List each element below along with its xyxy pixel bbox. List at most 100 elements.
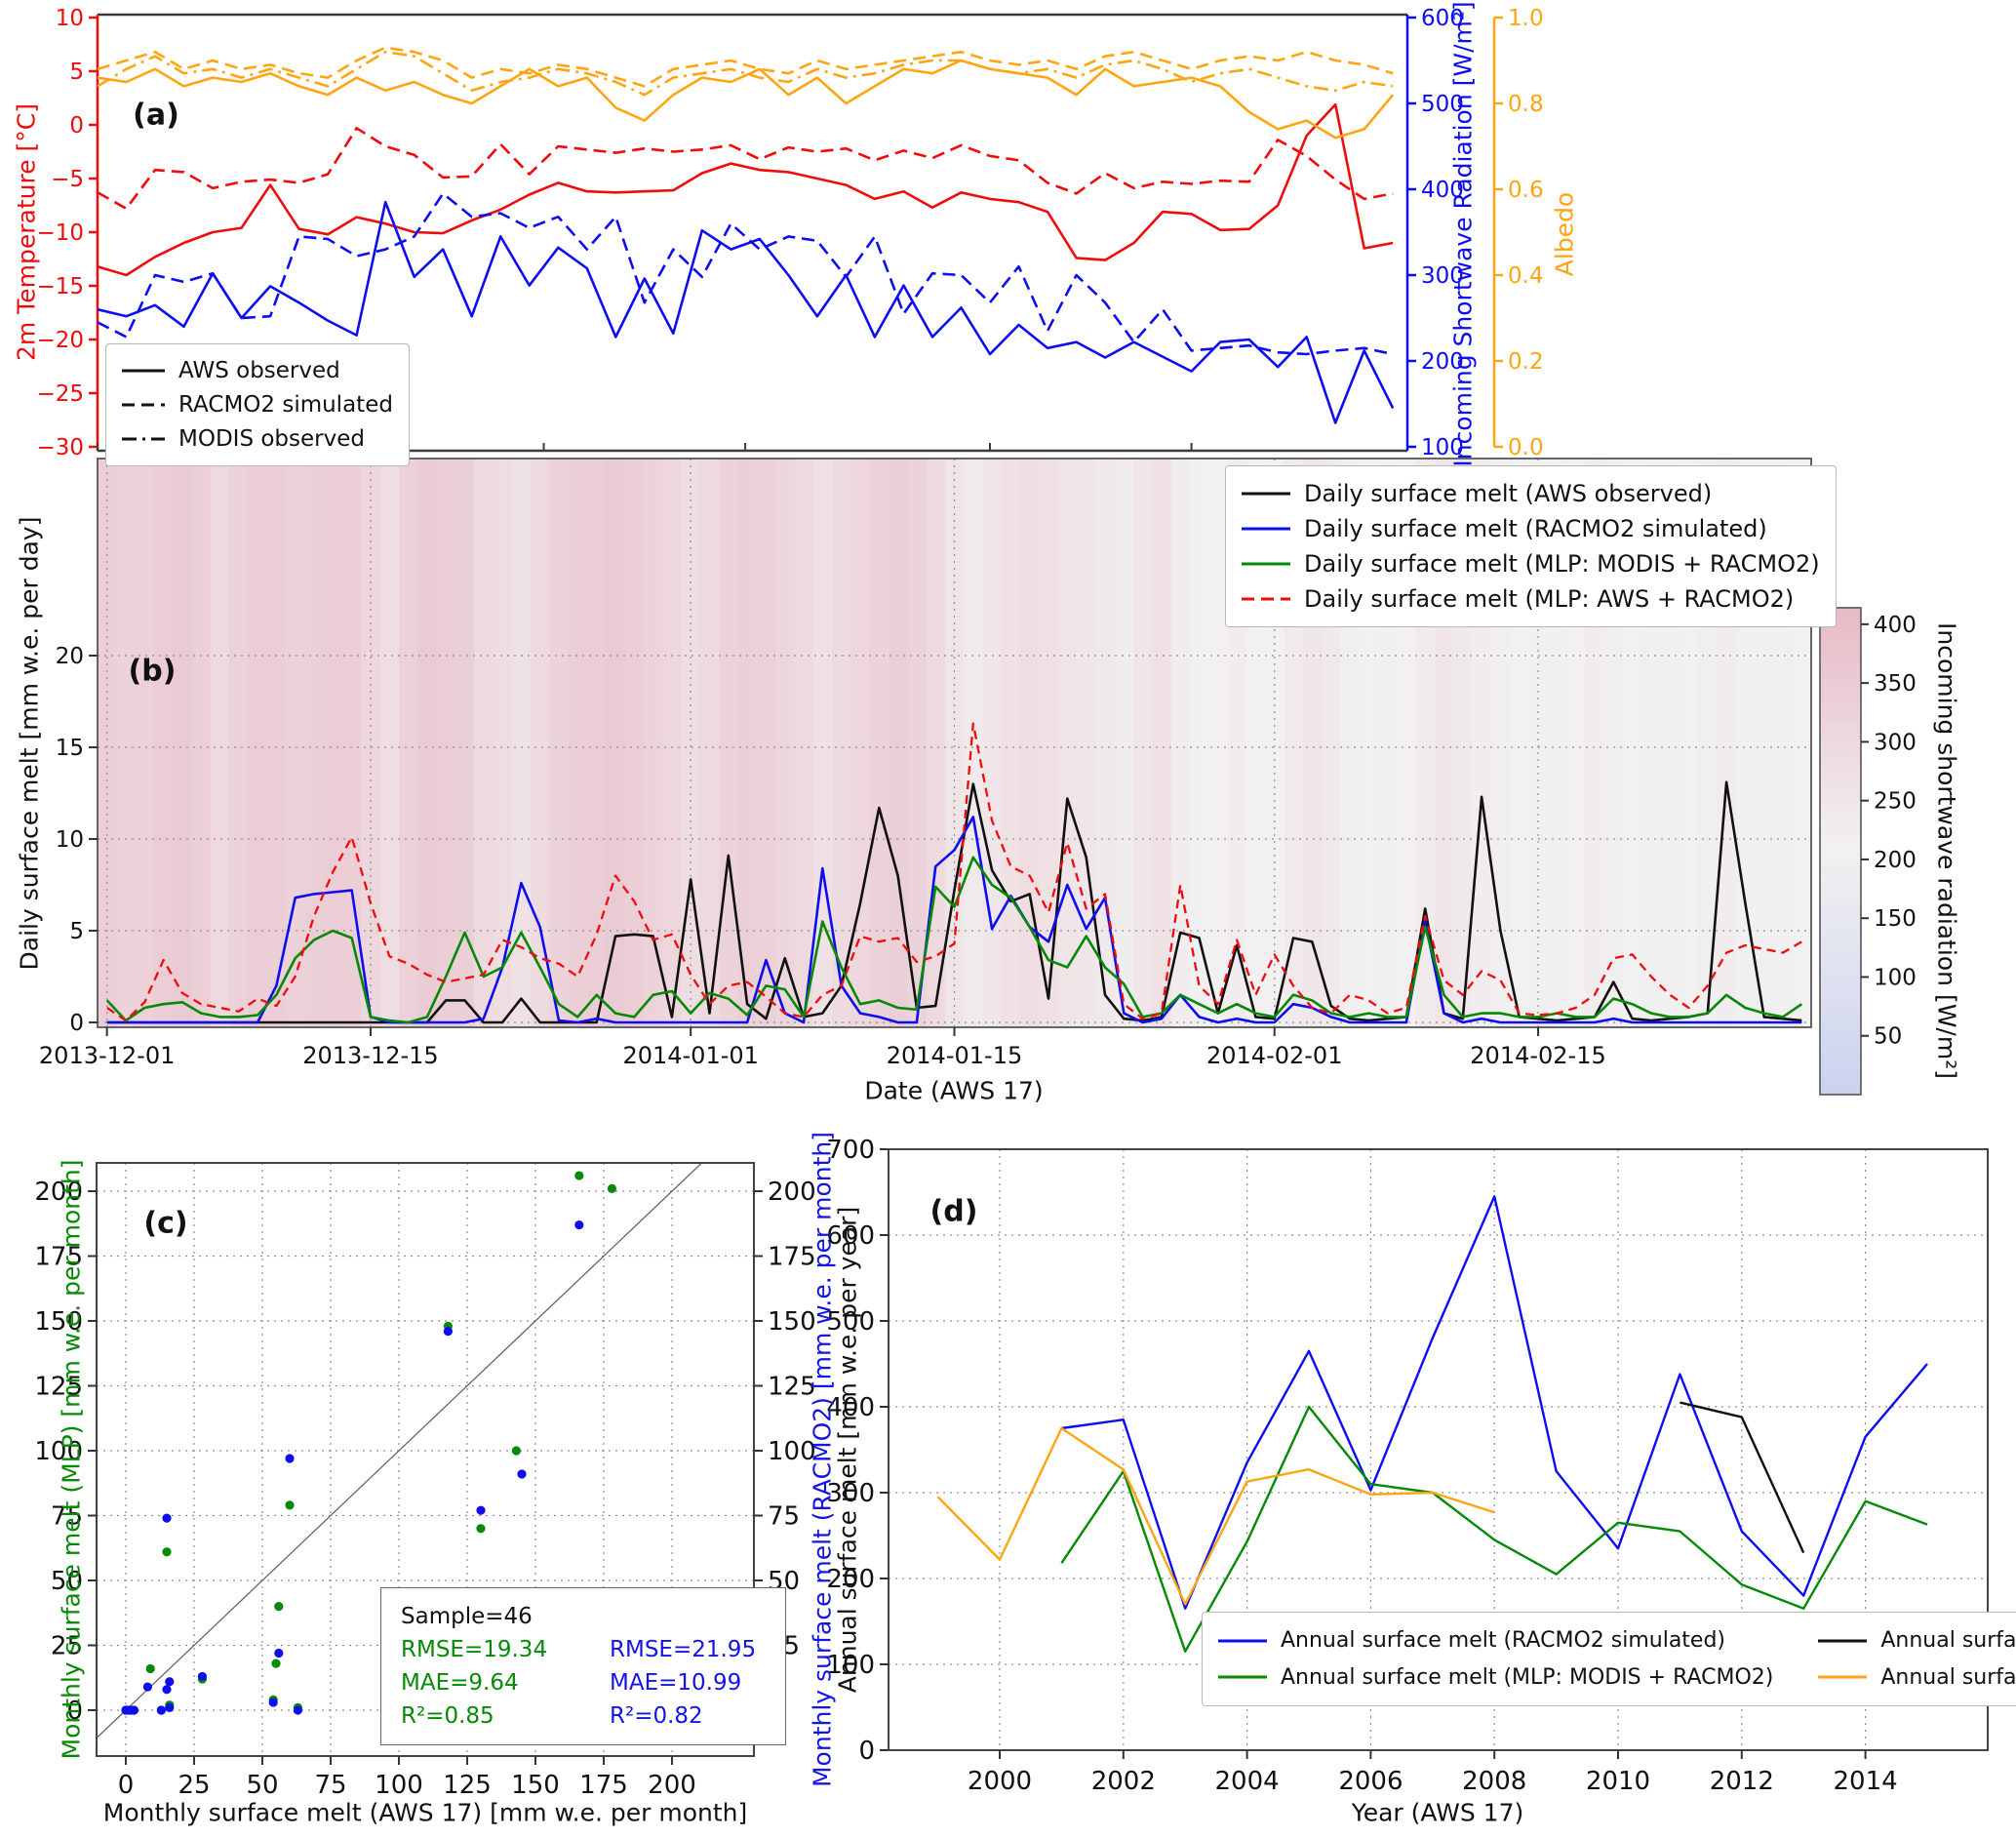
colorbar-gradient [1820,770,1861,777]
tick-label: 2014 [1834,1767,1898,1796]
radiation-band [229,460,250,1026]
legend-item-annual-surface-melt-racmo2-simulated: Annual surface melt (RACMO2 simulated) [1218,1622,1773,1659]
colorbar-gradient [1820,699,1861,706]
legend-item-annual-surface-melt-mlp-modis-racmo2: Annual surface melt (MLP: MODIS + RACMO2… [1218,1659,1773,1697]
colorbar-gradient [1820,1002,1861,1009]
tick-label: 400 [826,1393,875,1422]
tick-label: −20 [36,328,84,353]
tick-label: 5 [69,919,84,944]
colorbar-gradient [1820,883,1861,890]
colorbar-gradient [1820,678,1861,685]
panel-a-ylabel-albedo: Albedo [1550,191,1579,277]
radiation-band [794,460,814,1026]
radiation-band [511,460,532,1026]
scatter-point-monthly-racmo2 [443,1327,453,1337]
tick-label: 2006 [1338,1767,1403,1796]
radiation-band [1152,460,1172,1026]
colorbar-tick-label: 50 [1874,1024,1902,1050]
scatter-point-monthly-racmo2 [142,1682,152,1692]
legend-label: Daily surface melt (MLP: MODIS + RACMO2) [1304,550,1820,578]
series-melt-mlp-aws [106,722,1802,1022]
panel-a-ylabel-temperature: 2m Temperature [°C] [12,103,41,361]
colorbar-gradient [1820,899,1861,906]
radiation-band [417,460,438,1026]
panel-d-xlabel: Year (AWS 17) [1351,1798,1524,1827]
radiation-band [286,460,306,1026]
radiation-band [1001,460,1021,1026]
legend-label: RACMO2 simulated [178,391,393,418]
series-albedo-modis [97,50,1394,97]
radiation-band [719,460,739,1026]
colorbar-gradient [1820,921,1861,928]
radiation-band [1039,460,1059,1026]
colorbar-gradient [1820,1061,1861,1068]
tick-label: 2000 [968,1767,1032,1796]
panel-d-legend-col1: Annual surface melt (RACMO2 simulated) An… [1218,1622,1773,1696]
radiation-band [323,460,343,1026]
colorbar-gradient [1820,813,1861,819]
stats-mlp-r2: R²=0.85 [401,1703,494,1729]
colorbar-label: Incoming shortwave radiation [W/m²] [1932,622,1961,1079]
scatter-point-monthly-racmo2 [165,1702,175,1712]
legend-item-annual-surface-melt-qscat-estimated: Annual surface melt (QSCAT estimated) [1818,1659,2016,1697]
legend-line-sample [1242,562,1290,566]
scatter-point-monthly-mlp [607,1183,617,1193]
tick-label: 2008 [1462,1767,1526,1796]
radiation-band [116,460,137,1026]
colorbar-gradient [1820,753,1861,760]
legend-label: Daily surface melt (AWS observed) [1304,480,1713,507]
scatter-point-monthly-racmo2 [285,1454,295,1463]
tick-label: 400 [1421,178,1464,203]
colorbar-gradient [1820,780,1861,787]
legend-line-sample [122,403,165,407]
tick-label: 75 [314,1771,346,1800]
colorbar-gradient [1820,927,1861,934]
colorbar-gradient [1820,857,1861,863]
stats-racmo2-r2: R²=0.82 [610,1703,703,1729]
tick-label: 175 [579,1771,628,1800]
legend-line-sample [122,369,165,373]
radiation-band [662,460,683,1026]
tick-label: 200 [648,1771,696,1800]
radiation-band [643,460,663,1026]
colorbar-gradient [1820,872,1861,879]
colorbar-gradient [1820,1057,1861,1063]
tick-label: 500 [826,1307,875,1337]
radiation-band [907,460,928,1026]
tick-label: 100 [375,1771,423,1800]
radiation-band [624,460,645,1026]
colorbar-gradient [1820,759,1861,766]
panel-c-xlabel: Monthly surface melt (AWS 17) [mm w.e. p… [102,1798,748,1827]
legend-item-daily-surface-melt-mlp-aws-racmo2: Daily surface melt (MLP: AWS + RACMO2) [1242,581,1820,617]
colorbar-gradient [1820,629,1861,636]
scatter-point-monthly-racmo2 [517,1469,527,1479]
panel-b-xlabel: Date (AWS 17) [864,1076,1044,1105]
colorbar-gradient [1820,656,1861,663]
tick-label: −15 [36,274,84,300]
series-albedo-aws [97,59,1395,140]
radiation-band [699,460,720,1026]
panel-c-ylabel-right: Monthly surface melt (RACMO2) [mm w.e. p… [808,1131,837,1788]
scatter-point-monthly-mlp [511,1446,522,1456]
panel-d-letter: (d) [929,1194,978,1229]
colorbar-gradient [1820,938,1861,944]
tick-label: 2002 [1091,1767,1156,1796]
tick-label: 600 [826,1221,875,1251]
colorbar-gradient [1820,738,1861,744]
tick-label: 125 [34,1373,83,1402]
colorbar-gradient [1820,1083,1861,1091]
panel-c-ylabel-left: Monthly surface melt (MLP) [mm w.e. per … [57,1159,86,1760]
tick-label: −30 [36,435,84,460]
legend-label: MODIS observed [178,425,365,452]
colorbar-gradient [1820,910,1861,917]
radiation-band [850,460,871,1026]
radiation-band [191,460,212,1026]
tick-label: 700 [826,1136,875,1165]
legend-item-daily-surface-melt-mlp-modis-racmo2: Daily surface melt (MLP: MODIS + RACMO2) [1242,546,1820,581]
radiation-band [153,460,174,1026]
tick-label: −10 [36,220,84,246]
colorbar-gradient [1820,666,1861,674]
radiation-band [493,460,513,1026]
scatter-point-monthly-mlp [285,1500,295,1510]
